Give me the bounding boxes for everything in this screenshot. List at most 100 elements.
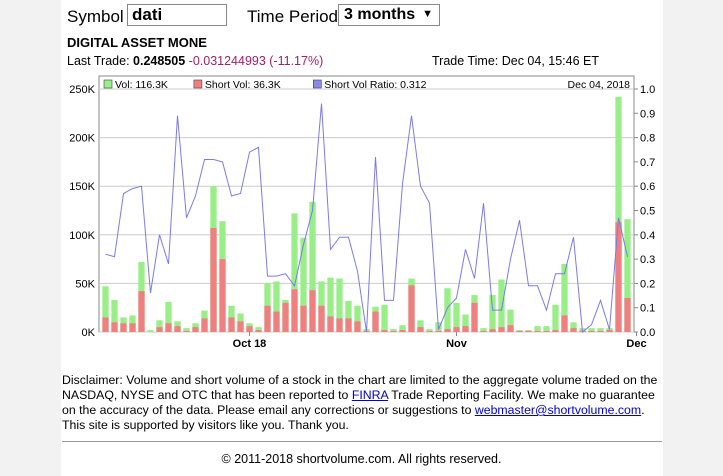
- short-volume-bar: [183, 331, 190, 332]
- volume-bar: [309, 201, 316, 332]
- short-volume-bar: [309, 290, 316, 332]
- volume-bar: [390, 329, 397, 332]
- y-right-tick-label: 0.5: [640, 206, 655, 218]
- legend: Vol: 116.3K Short Vol: 36.3K Short Vol Rat…: [103, 79, 631, 91]
- short-volume-bar: [192, 327, 199, 332]
- short-volume-bar: [102, 317, 109, 332]
- time-period-select[interactable]: 3 months ▼: [338, 4, 440, 26]
- short-volume-bar: [345, 318, 352, 332]
- y-right-tick-label: 0.9: [640, 108, 655, 120]
- short-volume-bar: [237, 321, 244, 332]
- email-link[interactable]: webmaster@shortvolume.com: [474, 403, 642, 417]
- x-tick-label: Dec: [626, 338, 646, 350]
- volume-bar: [147, 330, 154, 332]
- short-volume-bar: [174, 326, 181, 332]
- volume-bar: [345, 300, 352, 332]
- short-volume-bar: [489, 329, 496, 332]
- disclaimer-text-1: Disclaimer: Volume and short volume of a…: [62, 373, 658, 402]
- short-volume-bar: [354, 321, 361, 332]
- short-volume-bar: [552, 330, 559, 332]
- y-left-tick-label: 250K: [69, 84, 95, 96]
- volume-bar: [588, 328, 595, 332]
- short-volume-bar: [543, 331, 550, 332]
- legend-swatch: [103, 79, 113, 89]
- volume-bar: [102, 286, 109, 332]
- x-tick-label: Oct 18: [233, 338, 267, 350]
- volume-bar: [543, 326, 550, 332]
- company-name: DIGITAL ASSET MONE: [67, 35, 207, 50]
- short-volume-bar: [228, 317, 235, 332]
- volume-bar: [165, 301, 172, 332]
- short-volume-bar: [165, 323, 172, 332]
- short-volume-bar: [381, 330, 388, 332]
- volume-bar: [444, 288, 451, 332]
- short-volume-bar: [372, 311, 379, 332]
- short-vol-ratio-line: [105, 103, 628, 333]
- left-gutter: [0, 0, 61, 476]
- legend-label: Vol: 116.3K: [115, 79, 168, 91]
- legend-label: Short Vol Ratio: 0.312: [324, 79, 426, 91]
- volume-bar: [561, 263, 568, 332]
- legend-date: Dec 04, 2018: [568, 79, 631, 91]
- time-period-value: 3 months: [344, 6, 416, 23]
- short-volume-bar: [246, 326, 253, 332]
- short-volume-bar: [273, 311, 280, 332]
- disclaimer-text-3: . This site is supported by visitors lik…: [62, 403, 645, 432]
- short-volume-bar: [624, 297, 631, 332]
- legend-label: Short Vol: 36.3K: [205, 79, 281, 91]
- y-right-tick-label: 0.3: [640, 254, 655, 266]
- volume-bar: [426, 329, 433, 332]
- short-volume-bar: [336, 318, 343, 332]
- volume-bar: [255, 327, 262, 332]
- x-tick-label: Nov: [446, 338, 468, 350]
- y-right-tick-label: 0.2: [640, 278, 655, 290]
- y-right-tick-label: 1.0: [640, 84, 655, 96]
- y-right-tick-label: 0.4: [640, 230, 655, 242]
- short-volume-bar: [111, 322, 118, 332]
- y-right-tick-label: 0.7: [640, 157, 655, 169]
- short-volume-bar: [120, 323, 127, 332]
- y-left-tick-label: 200K: [69, 133, 95, 145]
- symbol-label: Symbol: [67, 7, 124, 26]
- volume-bar: [498, 279, 505, 332]
- short-volume-bar: [426, 331, 433, 332]
- volume-bar: [354, 305, 361, 332]
- short-volume-bar: [210, 227, 217, 332]
- time-period-label: Time Period: [247, 7, 339, 26]
- short-volume-bar: [390, 331, 397, 332]
- last-price: 0.248505: [133, 54, 186, 68]
- short-volume-bar: [255, 330, 262, 332]
- short-volume-bar: [327, 316, 334, 332]
- finra-link[interactable]: FINRA: [351, 388, 389, 402]
- volume-bar: [534, 326, 541, 332]
- short-volume-bar: [435, 331, 442, 332]
- short-volume-bar: [525, 331, 532, 332]
- short-volume-bar: [138, 291, 145, 332]
- volume-bar: [381, 304, 388, 332]
- short-volume-bar: [471, 302, 478, 332]
- volume-bar: [624, 219, 631, 332]
- volume-bar: [480, 328, 487, 332]
- volume-bar: [336, 278, 343, 332]
- price-change: -0.031244993 (-11.17%): [188, 54, 324, 68]
- short-volume-bar: [282, 302, 289, 332]
- y-right-tick-label: 0.8: [640, 133, 655, 145]
- right-axis-ticks: 0.0 0.1 0.2 0.3 0.4 0.5 0.6 0.7 0.8 0.9 1.0: [634, 84, 655, 339]
- grid: [99, 88, 634, 333]
- short-volume-bar: [129, 323, 136, 332]
- last-trade: Last Trade: 0.248505 -0.031244993 (-11.1…: [67, 54, 323, 68]
- volume-bar: [552, 304, 559, 332]
- short-volume-bar: [588, 331, 595, 332]
- y-right-tick-label: 0.0: [640, 327, 655, 339]
- short-volume-bar: [444, 329, 451, 332]
- symbol-input[interactable]: [127, 4, 227, 26]
- short-volume-chart: 0K 50K 100K 150K 200K 250K 0.0 0.1 0.2 0.3 0.4 0.5…: [61, 72, 663, 368]
- short-volume-bar: [399, 330, 406, 332]
- volume-bar: [570, 322, 577, 332]
- copyright: © 2011-2018 shortvolume.com. All rights …: [221, 452, 502, 466]
- short-volume-bar: [318, 305, 325, 332]
- volume-bar: [111, 299, 118, 332]
- left-axis-ticks: 0K 50K 100K 150K 200K 250K: [69, 84, 95, 339]
- legend-swatch: [313, 79, 322, 89]
- y-left-tick-label: 50K: [75, 278, 95, 290]
